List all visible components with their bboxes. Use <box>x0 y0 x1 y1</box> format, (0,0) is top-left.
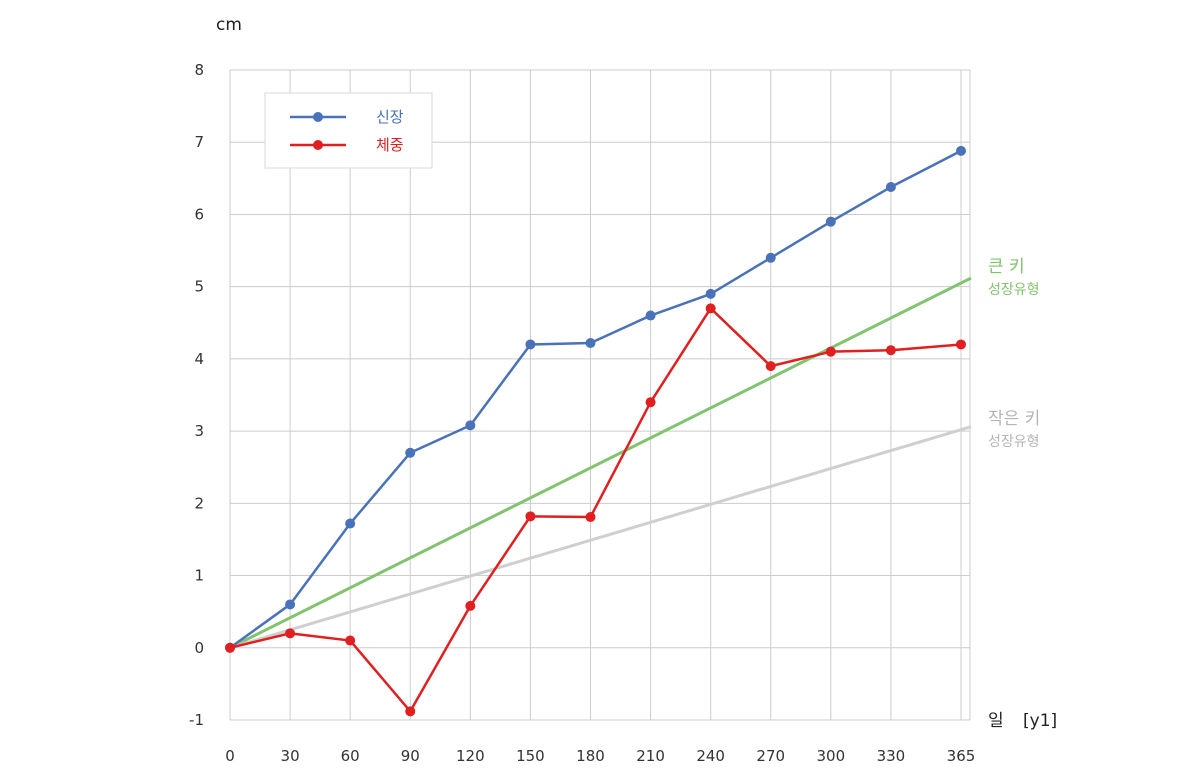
reference-line-small <box>229 425 972 650</box>
series-2-point <box>405 706 416 717</box>
y-axis-label: cm <box>216 15 242 35</box>
series-2-point <box>345 635 356 646</box>
series-2-point <box>956 339 966 350</box>
x-axis-label: 일 [y1] <box>988 711 1057 731</box>
x-tick-label: 270 <box>756 747 785 765</box>
x-tick-label: 30 <box>281 747 300 765</box>
x-tick-label: 120 <box>456 747 485 765</box>
series-2-point <box>765 361 776 372</box>
x-tick-label: 180 <box>576 747 605 765</box>
y-tick-label: 4 <box>194 350 204 368</box>
x-tick-label: 150 <box>516 747 545 765</box>
y-tick-label: 2 <box>194 494 204 512</box>
reference-line-large <box>229 276 972 650</box>
series-2-point <box>465 600 476 611</box>
x-tick-label: 240 <box>696 747 725 765</box>
y-tick-label: 7 <box>194 133 204 151</box>
series-1-point <box>885 182 896 192</box>
y-tick-label: 8 <box>194 61 204 79</box>
series-1-point <box>705 288 716 299</box>
x-axis-suffix: [y1] <box>1023 711 1057 731</box>
series-1-point <box>345 518 356 529</box>
annotation-large: 큰 키 성장유형 <box>988 257 1040 298</box>
y-tick-label: 6 <box>194 205 204 223</box>
x-tick-label: 60 <box>341 747 360 765</box>
series-1-point <box>465 420 476 431</box>
series-1-point <box>285 599 296 610</box>
series-line-1 <box>229 149 962 649</box>
series-2-point <box>825 346 836 357</box>
x-axis-ticks: 0 30 60 90 120 150 180 210 240 270 300 330 365 <box>225 747 975 765</box>
y-tick-label: 1 <box>194 567 204 585</box>
y-tick-label: -1 <box>189 711 204 729</box>
series-1-point <box>645 310 656 321</box>
reference-lines <box>229 276 972 650</box>
legend-label-2: 체중 <box>376 136 404 154</box>
series-1-point <box>765 252 776 263</box>
legend-label-1: 신장 <box>376 108 404 126</box>
grid <box>229 69 971 721</box>
legend-marker-2 <box>313 140 323 150</box>
series-2-point <box>285 628 296 639</box>
x-tick-label: 210 <box>636 747 665 765</box>
legend-marker-1 <box>313 112 323 122</box>
series-2-point <box>705 303 716 314</box>
x-tick-label: 330 <box>877 747 906 765</box>
x-tick-label: 365 <box>947 747 976 765</box>
x-tick-label: 90 <box>401 747 420 765</box>
y-tick-label: 5 <box>194 278 204 296</box>
annotation-small-sublabel: 성장유형 <box>988 434 1040 450</box>
series-2-point <box>585 512 596 523</box>
series-1-point <box>525 339 536 350</box>
y-axis-ticks: -1 0 1 2 3 4 5 6 7 8 <box>189 61 204 729</box>
series-2-point <box>885 345 896 356</box>
series <box>225 145 966 717</box>
series-2-point <box>225 642 235 653</box>
x-axis-unit: 일 <box>988 711 1004 731</box>
series-2-point <box>645 397 656 408</box>
annotation-large-sublabel: 성장유형 <box>988 282 1040 298</box>
annotation-small-label: 작은 키 <box>988 409 1040 429</box>
y-tick-label: 3 <box>194 422 204 440</box>
x-tick-label: 0 <box>225 747 235 765</box>
annotation-small: 작은 키 성장유형 <box>988 409 1040 450</box>
series-1-point <box>825 216 836 227</box>
legend-box <box>264 92 433 169</box>
series-1-point <box>405 447 416 458</box>
series-1-point <box>956 145 966 156</box>
series-2-point <box>525 511 536 522</box>
series-line-2 <box>229 307 962 713</box>
x-tick-label: 300 <box>817 747 846 765</box>
annotation-large-label: 큰 키 <box>988 257 1025 277</box>
series-1-point <box>585 338 596 348</box>
y-tick-label: 0 <box>194 639 204 657</box>
